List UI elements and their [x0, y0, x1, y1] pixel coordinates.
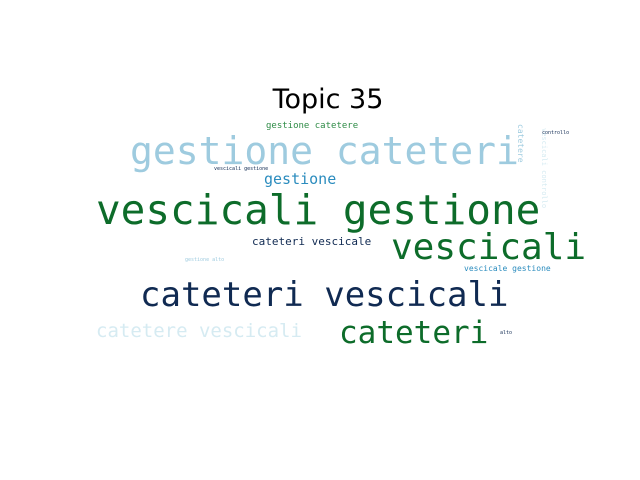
word-catetere-vescicali: catetere vescicali [96, 320, 302, 342]
word-cloud: gestione catetere gestione cateteri vesc… [96, 120, 586, 360]
word-controllo: controllo [542, 130, 570, 136]
word-vescicali-gestione-small: vescicali gestione [214, 166, 269, 172]
word-vescicali-controllo-vertical: vescicali controllo [540, 128, 548, 209]
word-alto: alto [500, 330, 513, 336]
word-gestione: gestione [264, 170, 337, 188]
word-vescicali-gestione: vescicali gestione [96, 186, 541, 234]
word-cateteri: cateteri [339, 315, 489, 351]
word-gestione-cateteri: gestione cateteri [130, 129, 519, 173]
word-gestione-alto: gestione alto [185, 257, 225, 263]
word-vescicale-gestione: vescicale gestione [464, 264, 551, 273]
word-gestione-catetere: gestione catetere [266, 121, 359, 131]
word-cateteri-vescicale: cateteri vescicale [252, 235, 372, 248]
word-cateteri-vescicali: cateteri vescicali [140, 275, 509, 315]
word-catetere-vertical: catetere [516, 124, 525, 163]
word-vescicali: vescicali [391, 227, 587, 268]
chart-title: Topic 35 [272, 84, 384, 115]
